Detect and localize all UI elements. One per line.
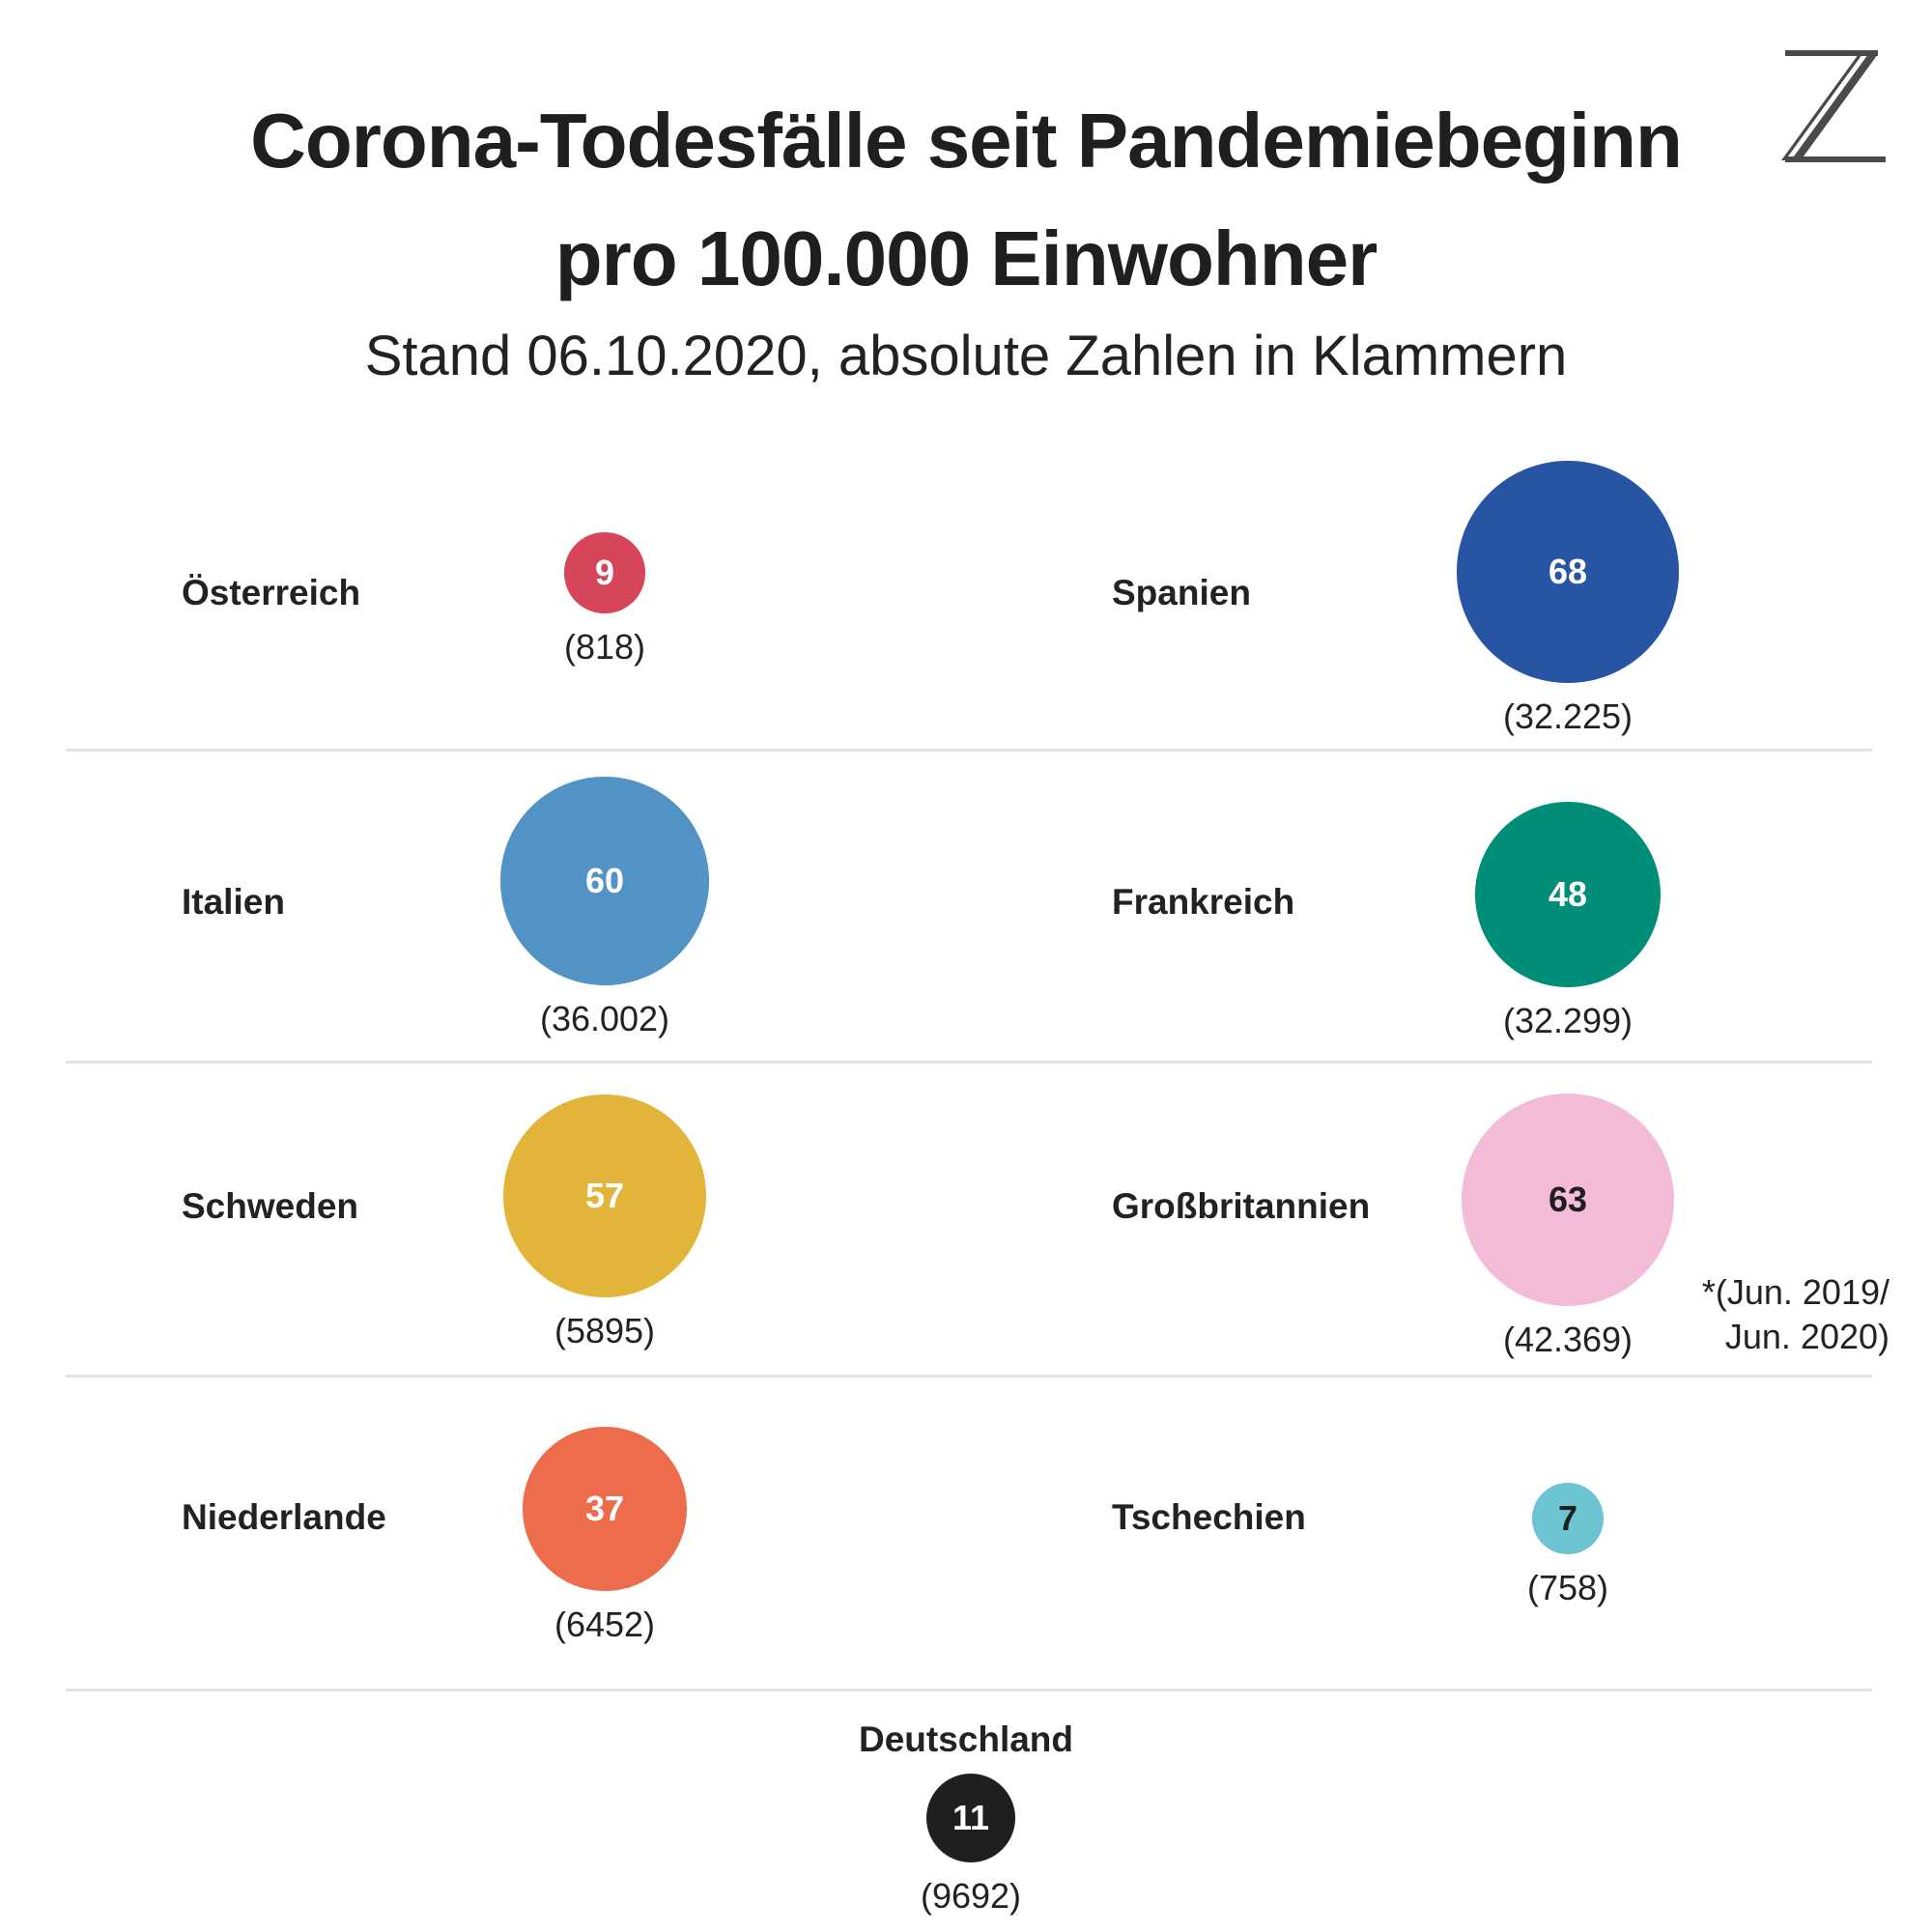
bubble-uk: 63 <box>1461 1093 1675 1307</box>
absolute-value-czechia: (758) <box>1526 1567 1609 1607</box>
footnote-line1: *(Jun. 2019/ <box>1701 1272 1889 1312</box>
country-label-germany: Deutschland <box>858 1719 1074 1759</box>
row-divider <box>66 1689 1872 1691</box>
bubble-czechia: 7 <box>1532 1483 1604 1554</box>
country-label-france: Frankreich <box>1112 882 1295 922</box>
footnote: *(Jun. 2019/ Jun. 2020) <box>1702 1270 1889 1359</box>
bubble-austria: 9 <box>564 532 645 613</box>
absolute-value-sweden: (5895) <box>554 1310 656 1350</box>
country-label-czechia: Tschechien <box>1112 1497 1306 1537</box>
zeit-logo <box>1781 50 1886 162</box>
chart-title-line2: pro 100.000 Einwohner <box>554 215 1378 301</box>
country-label-italy: Italien <box>182 882 285 922</box>
absolute-value-france: (32.299) <box>1502 1001 1634 1041</box>
row-divider <box>66 1061 1872 1064</box>
bubble-italy: 60 <box>500 777 709 985</box>
absolute-value-austria: (818) <box>563 626 646 667</box>
absolute-value-italy: (36.002) <box>539 998 670 1038</box>
country-label-spain: Spanien <box>1112 573 1251 612</box>
bubble-france: 48 <box>1474 801 1662 988</box>
row-divider <box>66 749 1872 752</box>
country-label-sweden: Schweden <box>182 1186 358 1226</box>
bubble-germany: 11 <box>925 1773 1016 1863</box>
absolute-value-uk: (42.369) <box>1502 1320 1634 1360</box>
country-label-netherlands: Niederlande <box>182 1497 386 1537</box>
absolute-value-spain: (32.225) <box>1502 696 1634 736</box>
absolute-value-germany: (9692) <box>920 1876 1022 1917</box>
absolute-value-netherlands: (6452) <box>554 1604 656 1644</box>
chart-subtitle: Stand 06.10.2020, absolute Zahlen in Kla… <box>364 325 1568 387</box>
footnote-line2: Jun. 2020) <box>1724 1317 1889 1356</box>
bubble-sweden: 57 <box>503 1094 706 1297</box>
bubble-spain: 68 <box>1457 461 1679 683</box>
row-divider <box>66 1375 1872 1378</box>
country-label-austria: Österreich <box>182 573 361 612</box>
chart-title-line1: Corona-Todesfälle seit Pandemiebeginn <box>250 98 1683 184</box>
country-label-uk: Großbritannien <box>1112 1186 1371 1226</box>
bubble-netherlands: 37 <box>523 1427 687 1591</box>
